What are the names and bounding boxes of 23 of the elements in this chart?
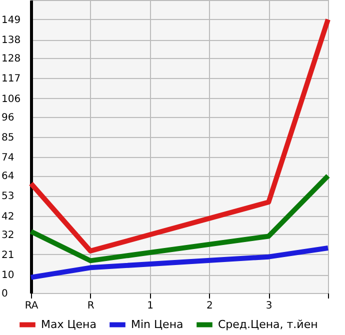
y-tick-label: 138: [2, 35, 21, 46]
legend-label: Сред.Цена, т.йен: [218, 318, 318, 331]
x-tick-label: 3: [266, 300, 272, 312]
y-tick-label: 149: [2, 14, 21, 26]
y-tick-label: 74: [2, 152, 14, 164]
legend-label: Min Цена: [131, 318, 184, 331]
y-tick-label: 96: [2, 112, 14, 124]
y-tick-label: 42: [2, 211, 14, 222]
y-tick-label: 10: [2, 270, 14, 282]
y-tick-label: 21: [2, 250, 14, 261]
x-tick-label: 1: [147, 300, 154, 312]
y-tick-label: 85: [2, 132, 14, 144]
legend-label: Max Цена: [41, 318, 96, 331]
y-tick-label: 32: [2, 230, 14, 241]
y-tick-label: 106: [2, 94, 21, 105]
x-tick-label: RA: [24, 300, 38, 312]
x-tick-label: 2: [206, 300, 213, 312]
x-tick-label: R: [87, 300, 94, 312]
y-tick-label: 128: [2, 54, 21, 65]
y-tick-label: 117: [2, 74, 21, 85]
y-tick-label: 53: [2, 191, 14, 202]
y-tick-label: 64: [2, 171, 14, 182]
y-tick-label: 0: [2, 288, 8, 300]
